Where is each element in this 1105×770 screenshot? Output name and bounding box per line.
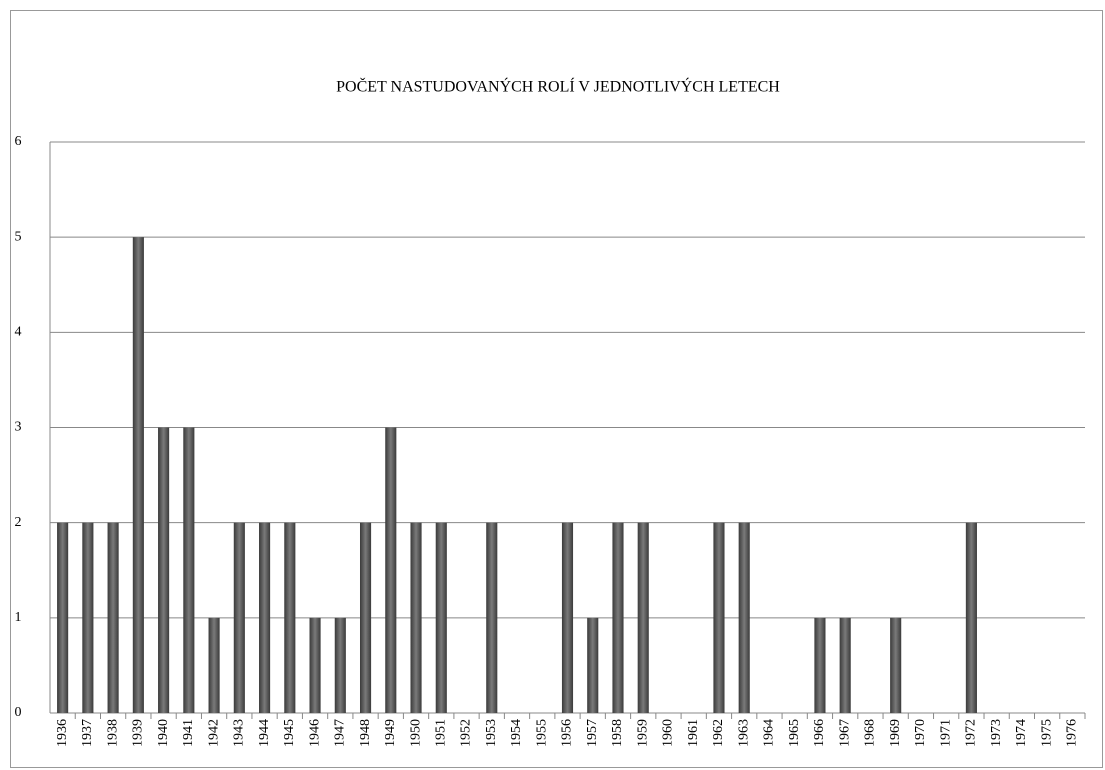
bar (561, 522, 574, 713)
x-tick-label: 1950 (408, 719, 423, 747)
x-tick-label: 1942 (206, 719, 221, 747)
x-tick-label: 1940 (156, 719, 171, 747)
bar (82, 522, 94, 713)
bar (57, 522, 69, 713)
bar (132, 237, 144, 713)
x-tick-label: 1957 (585, 719, 600, 747)
y-tick-label: 3 (15, 420, 22, 435)
y-tick-label: 2 (15, 515, 22, 530)
bar (107, 522, 119, 713)
x-tick-label: 1952 (459, 719, 474, 747)
x-tick-label: 1974 (1014, 719, 1029, 747)
bar (587, 617, 599, 713)
bar (410, 522, 422, 713)
x-tick-label: 1938 (105, 719, 120, 747)
chart-frame (10, 10, 1103, 768)
bar (839, 617, 851, 713)
bar (208, 617, 220, 713)
x-tick-label: 1945 (282, 719, 297, 747)
x-tick-label: 1962 (711, 719, 726, 747)
x-tick-label: 1939 (131, 719, 146, 747)
x-tick-label: 1965 (787, 719, 802, 747)
x-tick-label: 1972 (964, 719, 979, 747)
x-tick-label: 1968 (863, 719, 878, 747)
bar (486, 522, 498, 713)
x-tick-label: 1967 (837, 719, 852, 747)
x-tick-label: 1944 (257, 719, 272, 747)
bar (965, 522, 977, 713)
bar (259, 522, 271, 713)
bar (158, 427, 170, 713)
x-tick-label: 1947 (333, 719, 348, 747)
x-tick-label: 1960 (661, 719, 676, 747)
x-tick-label: 1956 (560, 719, 575, 747)
x-tick-label: 1976 (1065, 719, 1080, 747)
x-tick-label: 1961 (686, 719, 701, 747)
bar (612, 522, 624, 713)
x-tick-label: 1936 (55, 719, 70, 747)
x-tick-label: 1941 (181, 719, 196, 747)
x-tick-label: 1943 (232, 719, 247, 747)
x-tick-label: 1973 (989, 719, 1004, 747)
chart-title: POČET NASTUDOVANÝCH ROLÍ V JEDNOTLIVÝCH … (336, 77, 780, 96)
x-tick-label: 1954 (509, 719, 524, 747)
x-tick-label: 1951 (433, 719, 448, 747)
bar (814, 617, 826, 713)
x-tick-label: 1971 (938, 719, 953, 747)
bar (309, 617, 321, 713)
y-tick-label: 4 (15, 325, 22, 340)
x-tick-label: 1966 (812, 719, 827, 747)
bar (890, 617, 902, 713)
bar (713, 522, 725, 713)
x-tick-label: 1959 (635, 719, 650, 747)
bar (385, 427, 397, 713)
x-tick-label: 1970 (913, 719, 928, 747)
y-tick-label: 0 (15, 705, 22, 720)
x-tick-label: 1946 (307, 719, 322, 747)
y-tick-label: 5 (15, 229, 22, 244)
bar (435, 522, 447, 713)
bar (637, 522, 649, 713)
x-tick-label: 1963 (736, 719, 751, 747)
x-tick-label: 1953 (484, 719, 499, 747)
x-tick-label: 1958 (610, 719, 625, 747)
bar (738, 522, 750, 713)
bar (284, 522, 296, 713)
x-tick-label: 1955 (534, 719, 549, 747)
y-tick-label: 6 (15, 134, 22, 149)
x-tick-label: 1969 (888, 719, 903, 747)
x-tick-label: 1949 (383, 719, 398, 747)
x-tick-label: 1964 (762, 719, 777, 747)
x-tick-label: 1975 (1039, 719, 1054, 747)
x-tick-label: 1937 (80, 719, 95, 747)
bar (233, 522, 245, 713)
bar (359, 522, 372, 713)
bar (334, 617, 346, 713)
bar (183, 427, 195, 713)
y-tick-label: 1 (15, 610, 22, 625)
x-tick-label: 1948 (358, 719, 373, 747)
